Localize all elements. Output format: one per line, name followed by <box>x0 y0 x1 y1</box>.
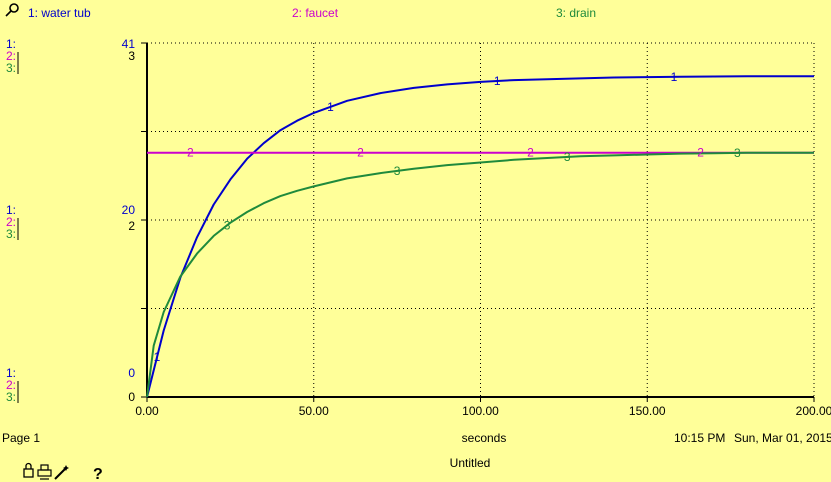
legend-faucet: 2: faucet <box>292 6 339 20</box>
y-label-s1-min: 0 <box>128 366 135 380</box>
series-marker-2-2: 2 <box>527 146 534 160</box>
axis-label-s1-top: 1: <box>6 37 16 51</box>
axis-label-s2-top: 2: <box>6 49 16 63</box>
series-line-3 <box>146 151 814 398</box>
series-marker-3-0: 3 <box>224 218 231 232</box>
x-tick-labels: 0.00 50.00 100.00 150.00 200.00 <box>135 404 831 418</box>
series-marker-1-3: 1 <box>671 70 678 84</box>
document-title: Untitled <box>450 456 491 470</box>
x-tick-label-2: 100.00 <box>462 404 499 418</box>
y-label-s1-max: 41 <box>122 37 136 51</box>
legend-drain: 3: drain <box>556 6 596 20</box>
pin-icon[interactable] <box>5 3 19 17</box>
y-label-s3-min: 0 <box>128 390 135 404</box>
series-marker-1-0: 1 <box>154 350 161 364</box>
axis-label-s1-mid: 1: <box>6 203 16 217</box>
left-axis-labels-top: 1: 2: 3: <box>6 37 19 75</box>
y-label-s3-max: 3 <box>128 49 135 63</box>
series-markers: 1 1 1 1 2 2 2 2 3 3 3 3 <box>154 70 741 364</box>
x-tick-label-3: 150.00 <box>629 404 666 418</box>
footer-date: Sun, Mar 01, 2015 <box>734 431 831 445</box>
series-marker-1-1: 1 <box>327 100 334 114</box>
axis-label-s1-bottom: 1: <box>6 366 16 380</box>
axis-label-s2-bottom: 2: <box>6 378 16 392</box>
y-label-s1-mid: 20 <box>122 203 136 217</box>
x-tick-label-0: 0.00 <box>135 404 159 418</box>
x-axis-label: seconds <box>462 431 507 445</box>
series-marker-2-1: 2 <box>357 146 364 160</box>
page-label: Page 1 <box>2 431 40 445</box>
axis-label-s3-top: 3: <box>6 61 16 75</box>
grid-lines <box>147 42 815 398</box>
left-axis-labels-bottom: 1: 2: 3: <box>6 366 19 404</box>
x-tick-label-1: 50.00 <box>299 404 329 418</box>
footer-time: 10:15 PM <box>674 431 725 445</box>
axis-label-s2-mid: 2: <box>6 215 16 229</box>
series-lines <box>146 75 814 398</box>
series-marker-1-2: 1 <box>494 74 501 88</box>
series-marker-3-2: 3 <box>564 150 571 164</box>
print-icon[interactable] <box>37 464 52 480</box>
legend-water-tub: 1: water tub <box>28 6 91 20</box>
axes <box>141 42 815 402</box>
series-marker-2-0: 2 <box>187 146 194 160</box>
axis-label-s3-bottom: 3: <box>6 390 16 404</box>
x-tick-label-4: 200.00 <box>796 404 831 418</box>
y-label-s3-mid: 2 <box>128 219 135 233</box>
lock-icon[interactable] <box>23 462 34 478</box>
help-icon[interactable]: ? <box>93 466 103 482</box>
wand-icon[interactable] <box>54 465 69 480</box>
series-marker-2-3: 2 <box>697 146 704 160</box>
plot-area: 0.00 50.00 100.00 150.00 200.00 1 1 1 1 2 2 2 2 3 3 3 3 <box>135 42 831 418</box>
series-marker-3-3: 3 <box>734 146 741 160</box>
left-axis-labels-mid: 1: 2: 3: <box>6 203 19 241</box>
series-line-1 <box>146 75 814 398</box>
series-marker-3-1: 3 <box>394 164 401 178</box>
axis-label-s3-mid: 3: <box>6 227 16 241</box>
